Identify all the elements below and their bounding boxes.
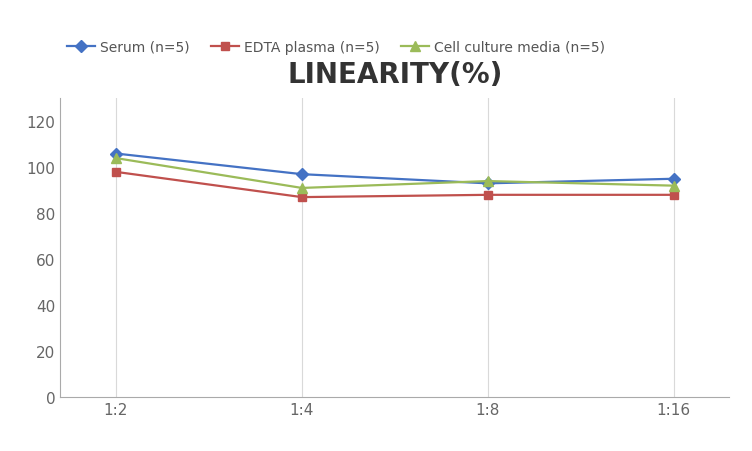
- Serum (n=5): [297, 172, 306, 178]
- Line: Serum (n=5): Serum (n=5): [112, 150, 678, 188]
- Legend: Serum (n=5), EDTA plasma (n=5), Cell culture media (n=5): Serum (n=5), EDTA plasma (n=5), Cell cul…: [67, 41, 605, 55]
- EDTA plasma (n=5): [669, 193, 678, 198]
- Serum (n=5): [111, 152, 120, 157]
- Cell culture media (n=5): [111, 156, 120, 161]
- Line: EDTA plasma (n=5): EDTA plasma (n=5): [112, 168, 678, 202]
- Serum (n=5): [484, 181, 493, 187]
- Title: LINEARITY(%): LINEARITY(%): [287, 60, 502, 88]
- Serum (n=5): [669, 177, 678, 182]
- EDTA plasma (n=5): [297, 195, 306, 200]
- EDTA plasma (n=5): [484, 193, 493, 198]
- Line: Cell culture media (n=5): Cell culture media (n=5): [111, 154, 678, 193]
- Cell culture media (n=5): [669, 184, 678, 189]
- Cell culture media (n=5): [484, 179, 493, 184]
- EDTA plasma (n=5): [111, 170, 120, 175]
- Cell culture media (n=5): [297, 186, 306, 191]
